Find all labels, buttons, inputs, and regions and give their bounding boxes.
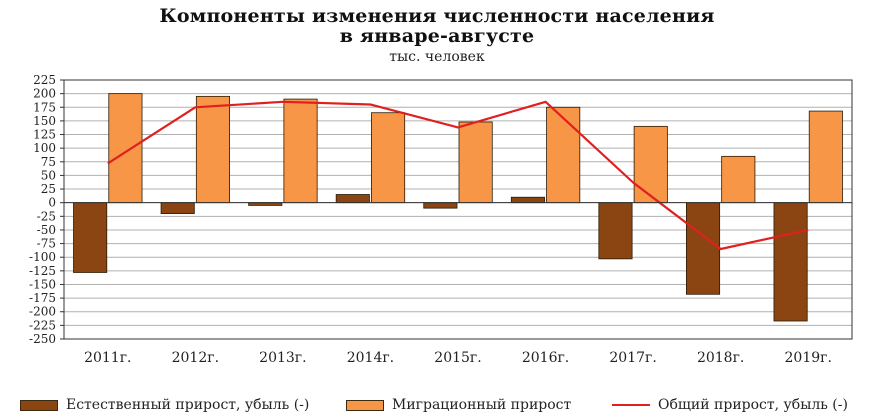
plot-area [64,80,852,339]
y-tick-label: 25 [41,182,56,196]
x-tick-label: 2019г. [785,350,832,366]
bars [73,93,843,322]
legend-swatch-natural [20,399,58,411]
y-tick-label: 75 [41,155,56,169]
gridlines [64,79,852,340]
plot-frame [63,79,853,340]
bar-migration [371,112,406,204]
axes: -250-225-200-175-150-125-100-75-50-25025… [29,73,853,366]
series-line-total [107,100,809,251]
bar-natural [685,202,721,295]
legend-item-total: Общий прирост, убыль (-) [612,394,848,416]
x-tick-label: 2011г. [84,350,131,366]
y-tick-label: 125 [33,128,56,142]
bar-natural [510,196,545,204]
chart-title-line1: Компоненты изменения численности населен… [159,5,715,27]
y-tick-label: -200 [29,305,56,319]
x-tick-label: 2014г. [347,350,394,366]
y-tick-label: -75 [37,237,56,251]
x-tick-label: 2013г. [259,350,306,366]
x-tick-label: 2012г. [172,350,219,366]
x-tick-label: 2017г. [609,350,656,366]
bar-migration [458,121,493,204]
x-tick-label: 2015г. [434,350,481,366]
y-tick-label: 200 [33,87,56,101]
bar-migration [195,95,231,204]
total-line [107,100,809,251]
legend-swatch-migration [346,399,384,411]
legend-label-natural: Естественный прирост, убыль (-) [66,397,310,413]
chart-subtitle: тыс. человек [389,49,485,65]
y-tick-label: 50 [41,168,56,182]
y-tick-label: 150 [33,114,56,128]
bar-migration [721,155,756,204]
legend-item-migration: Миграционный прирост [346,394,571,416]
chart-canvas: -250-225-200-175-150-125-100-75-50-25025… [29,73,853,366]
y-tick-label: -100 [29,250,56,264]
chart-title-line2: в январе-августе [339,25,535,47]
y-tick-label: 225 [33,73,56,87]
legend-label-total: Общий прирост, убыль (-) [658,397,848,413]
y-tick-label: -175 [29,291,56,305]
y-tick-label: -150 [29,277,56,291]
y-tick-label: 175 [33,100,56,114]
bar-natural [773,202,808,322]
legend-item-natural: Естественный прирост, убыль (-) [20,394,309,416]
x-tick-label: 2018г. [697,350,744,366]
bar-migration [633,125,668,204]
bar-natural [160,202,195,214]
bar-migration [546,106,581,204]
legend-swatch-total [612,404,650,406]
bar-natural [335,194,370,204]
y-tick-label: -250 [29,332,56,346]
bar-migration [808,110,843,204]
y-tick-label: -125 [29,264,56,278]
bar-migration [108,93,143,204]
y-tick-label: 100 [33,141,56,155]
x-tick-label: 2016г. [522,350,569,366]
y-tick-label: 0 [48,196,56,210]
legend: Естественный прирост, убыль (-) Миграцио… [0,394,874,416]
y-tick-label: -25 [37,209,56,223]
bar-migration [283,98,318,204]
bar-natural [423,202,458,209]
y-tick-label: -50 [37,223,56,237]
bar-natural [598,202,633,260]
y-tick-label: -225 [29,318,56,332]
bar-natural [73,202,108,273]
legend-label-migration: Миграционный прирост [392,397,572,413]
